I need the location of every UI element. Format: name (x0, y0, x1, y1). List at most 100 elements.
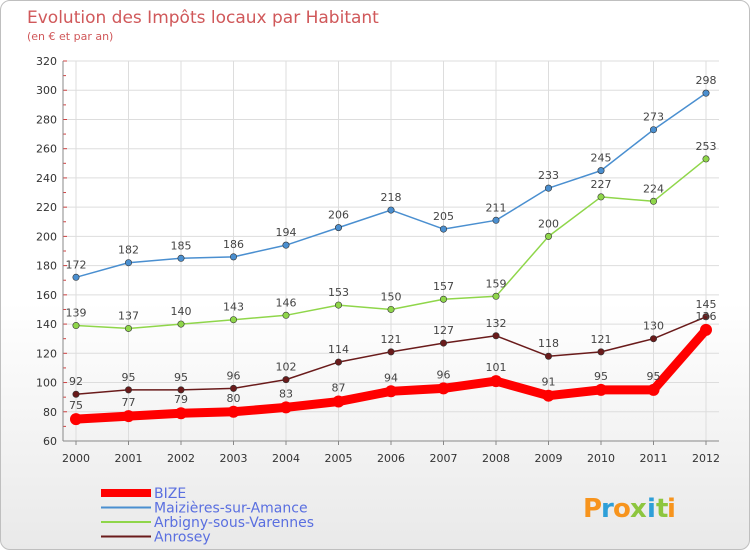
data-label: 80 (227, 392, 241, 405)
logo-letter: o (613, 494, 631, 524)
data-label: 121 (591, 333, 612, 346)
data-point (230, 316, 238, 324)
data-label: 79 (174, 393, 188, 406)
data-label: 206 (328, 209, 349, 222)
data-point (72, 273, 80, 281)
data-label: 77 (122, 396, 136, 409)
series-anrosey: 92 95 95 96 102 114 121 127 132 118 121 130 145 (69, 298, 717, 398)
data-label: 83 (279, 387, 293, 400)
x-tick-label: 2012 (692, 452, 720, 465)
logo-letter: i (667, 494, 676, 524)
series-bize: 75 77 79 80 83 87 94 96 101 91 95 95 136 (69, 310, 717, 426)
logo-letter: i (647, 494, 656, 524)
data-label: 114 (328, 343, 349, 356)
data-label: 159 (486, 277, 507, 290)
data-label: 218 (381, 191, 402, 204)
data-label: 253 (696, 140, 717, 153)
data-label: 205 (433, 210, 454, 223)
data-label: 92 (69, 375, 83, 388)
data-point (280, 401, 292, 414)
data-label: 273 (643, 111, 664, 124)
data-point (597, 167, 605, 175)
data-point (649, 126, 657, 134)
data-point (70, 413, 82, 426)
data-point (177, 320, 185, 328)
data-label: 127 (433, 324, 454, 337)
x-tick-label: 2011 (640, 452, 668, 465)
x-tick-label: 2007 (430, 452, 458, 465)
data-point (387, 348, 395, 356)
data-point (332, 395, 345, 408)
data-label: 157 (433, 280, 454, 293)
data-point (177, 386, 185, 394)
data-label: 224 (643, 182, 664, 195)
chart-title: Evolution des Impôts locaux par Habitant (27, 8, 379, 28)
proxiti-logo: Pr o x i ti (583, 494, 676, 524)
data-point (175, 407, 187, 420)
data-point (439, 225, 447, 233)
logo-letter: P (583, 494, 602, 524)
data-label: 121 (381, 333, 402, 346)
data-point (334, 301, 342, 309)
x-tick-label: 2000 (62, 452, 90, 465)
data-point (597, 348, 605, 356)
legend-label: Anrosey (154, 530, 211, 546)
data-point (647, 383, 660, 396)
data-point (387, 206, 395, 214)
data-point (492, 216, 500, 224)
data-point (387, 305, 395, 313)
data-point (230, 253, 238, 261)
data-point (177, 254, 185, 262)
data-label: 143 (223, 301, 244, 314)
y-tick-label: 240 (36, 172, 57, 185)
y-tick-label: 320 (36, 55, 57, 68)
data-label: 298 (696, 74, 717, 87)
y-tick-label: 200 (36, 230, 57, 243)
data-label: 91 (542, 376, 556, 389)
data-point (544, 352, 552, 360)
legend: BIZEMaizières-sur-AmanceArbigny-sous-Var… (101, 486, 314, 546)
chart-subtitle: (en € et par an) (27, 30, 113, 43)
data-point (437, 382, 450, 395)
data-label: 150 (381, 290, 402, 303)
data-point (702, 89, 710, 97)
data-point (700, 323, 712, 336)
data-label: 75 (69, 399, 83, 412)
data-point (282, 311, 290, 319)
data-point (595, 383, 607, 396)
data-point (72, 390, 80, 398)
data-point (649, 197, 657, 205)
data-label: 87 (332, 382, 346, 395)
data-label: 139 (66, 307, 87, 320)
data-point (282, 376, 290, 384)
data-point (597, 193, 605, 201)
y-tick-label: 220 (36, 201, 57, 214)
data-point (385, 385, 397, 398)
data-point (702, 313, 710, 321)
series-arbigny-sous-varennes: 139 137 140 143 146 153 150 157 159 200 227 224 253 (66, 140, 717, 332)
data-label: 185 (171, 239, 192, 252)
x-tick-label: 2005 (325, 452, 353, 465)
logo-letter: r (601, 494, 614, 524)
data-point (125, 259, 133, 267)
x-tick-label: 2010 (587, 452, 615, 465)
legend-label: BIZE (154, 486, 186, 502)
data-point (544, 232, 552, 240)
data-point (439, 295, 447, 303)
data-point (702, 155, 710, 163)
data-label: 211 (486, 201, 507, 214)
data-label: 200 (538, 217, 559, 230)
data-label: 146 (276, 296, 297, 309)
data-label: 233 (538, 169, 559, 182)
x-tick-label: 2001 (115, 452, 143, 465)
legend-label: Arbigny-sous-Varennes (154, 515, 314, 531)
y-tick-label: 60 (43, 435, 57, 448)
data-point (125, 386, 133, 394)
data-point (334, 224, 342, 232)
series-maizi-res-sur-amance: 172 182 185 186 194 206 218 205 211 233 245 273 298 (66, 74, 717, 281)
data-label: 186 (223, 238, 244, 251)
y-tick-label: 280 (36, 113, 57, 126)
y-tick-label: 100 (36, 377, 57, 390)
